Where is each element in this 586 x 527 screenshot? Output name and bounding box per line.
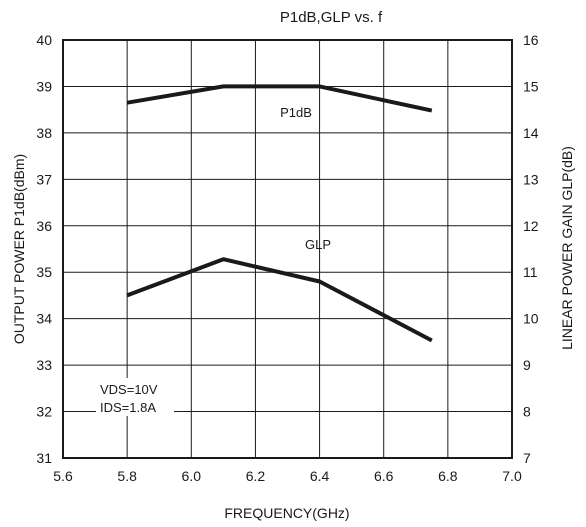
y-left-tick-label: 33	[36, 357, 52, 373]
series-line-p1db	[126, 84, 433, 113]
annotation-box	[96, 378, 174, 416]
y-left-tick-label: 31	[36, 450, 52, 466]
y-right-tick-label: 7	[523, 450, 531, 466]
y-left-tick-label: 34	[36, 311, 52, 327]
annotation-ids: IDS=1.8A	[100, 400, 156, 415]
x-tick-label: 5.6	[53, 468, 73, 484]
y-right-axis-label: LINEAR POWER GAIN GLP(dB)	[559, 146, 575, 350]
y-left-tick-labels: 31 32 33 34 35 36 37 38 39 40	[36, 32, 52, 466]
x-tick-label: 5.8	[117, 468, 137, 484]
y-right-tick-label: 12	[523, 218, 539, 234]
y-left-axis-label: OUTPUT POWER P1dB(dBm)	[11, 154, 27, 344]
y-right-tick-label: 14	[523, 125, 539, 141]
y-left-tick-label: 39	[36, 78, 52, 94]
series-label-glp: GLP	[305, 237, 331, 252]
series-layer	[126, 84, 433, 343]
y-left-tick-label: 38	[36, 125, 52, 141]
y-right-tick-labels: 7 8 9 10 11 12 13 14 15 16	[523, 32, 539, 466]
annotation-vds: VDS=10V	[100, 382, 158, 397]
x-tick-label: 6.0	[182, 468, 202, 484]
y-right-tick-label: 9	[523, 357, 531, 373]
y-left-tick-label: 32	[36, 404, 52, 420]
plot-frame	[62, 39, 513, 459]
x-tick-label: 7.0	[502, 468, 522, 484]
chart-title: P1dB,GLP vs. f	[280, 9, 383, 26]
y-left-tick-label: 37	[36, 171, 52, 187]
y-right-tick-label: 11	[523, 264, 538, 280]
x-axis-label: FREQUENCY(GHz)	[224, 505, 349, 521]
series-label-p1db: P1dB	[280, 105, 312, 120]
y-right-tick-label: 16	[523, 32, 539, 48]
y-right-tick-label: 10	[523, 311, 539, 327]
y-left-tick-label: 35	[36, 264, 52, 280]
x-tick-labels: 5.6 5.8 6.0 6.2 6.4 6.6 6.8 7.0	[53, 468, 522, 484]
y-right-tick-label: 8	[523, 404, 531, 420]
y-right-tick-label: 15	[523, 78, 539, 94]
x-tick-label: 6.2	[246, 468, 266, 484]
x-tick-label: 6.4	[310, 468, 330, 484]
x-tick-label: 6.6	[374, 468, 394, 484]
x-tick-label: 6.8	[438, 468, 458, 484]
series-line-glp	[126, 257, 433, 343]
y-right-tick-label: 13	[523, 171, 539, 187]
y-left-tick-label: 40	[36, 32, 52, 48]
y-left-tick-label: 36	[36, 218, 52, 234]
